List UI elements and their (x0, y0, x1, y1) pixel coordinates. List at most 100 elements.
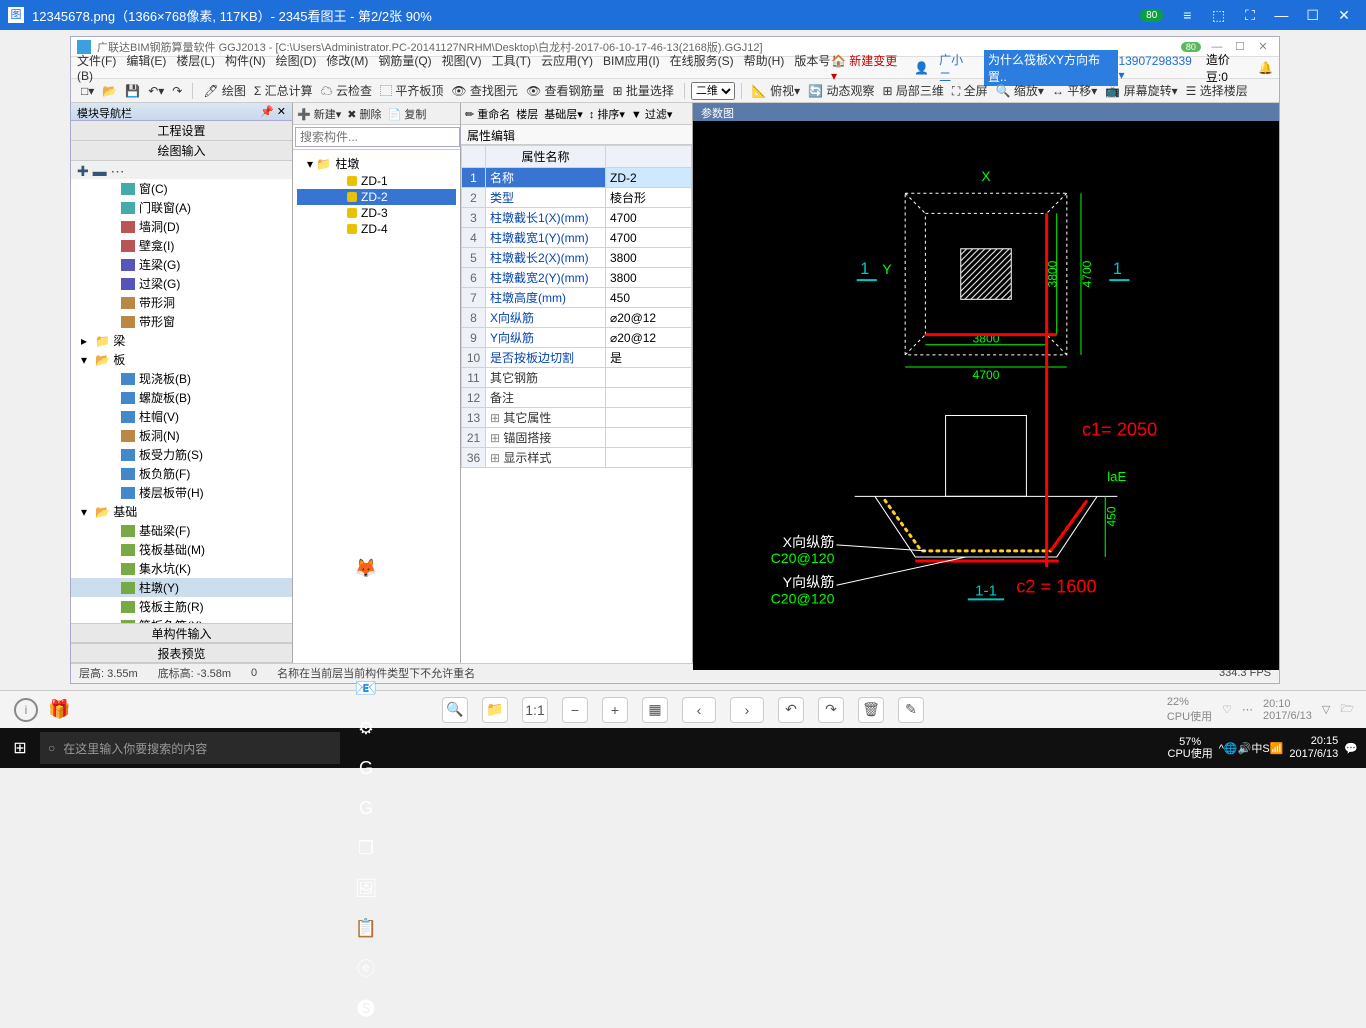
nav-mini-toolbar[interactable]: ✚ ▬ ⋯ (71, 161, 292, 179)
viewer-max-button[interactable]: ☐ (1299, 7, 1327, 24)
nav-node-16[interactable]: 楼层板带(H) (71, 483, 292, 502)
viewer-gift-icon[interactable]: 🎁 (48, 699, 70, 720)
taskbar-app-1[interactable]: ◧ (346, 508, 386, 548)
nav-node-11[interactable]: 螺旋板(B) (71, 388, 292, 407)
toolbar-right-2[interactable]: ⊞ 局部三维 (879, 81, 948, 100)
tray-icon-5[interactable]: 📶 (1270, 743, 1284, 755)
toolbar-left-3[interactable]: ↶▾ (144, 83, 168, 99)
taskbar-app-2[interactable]: 🦊 (346, 548, 386, 588)
nav-node-18[interactable]: 基础梁(F) (71, 521, 292, 540)
menu-item-2[interactable]: 楼层(L) (176, 54, 215, 68)
menu-item-4[interactable]: 绘图(D) (276, 54, 317, 68)
viewer-down-icon[interactable]: ▽ (1322, 703, 1330, 716)
toolbar-left-0[interactable]: □▾ (77, 83, 98, 99)
component-copy-button[interactable]: 📄 复制 (388, 106, 427, 122)
nav-node-14[interactable]: 板受力筋(S) (71, 445, 292, 464)
view-mode-select[interactable]: 二维 (691, 82, 735, 100)
nav-tab-single[interactable]: 单构件输入 (71, 623, 292, 643)
tray-clock[interactable]: 20:152017/6/13 (1289, 735, 1338, 761)
toolbar-left-1[interactable]: 📂 (98, 83, 121, 99)
viewer-grid-button[interactable]: ▦ (642, 697, 668, 723)
prop-sort-button[interactable]: ↕ 排序▾ (589, 106, 625, 122)
taskbar-app-8[interactable]: G (346, 788, 386, 828)
property-row-12[interactable]: 13其它属性 (462, 408, 692, 428)
tray-cpu[interactable]: 57%CPU使用 (1168, 736, 1213, 760)
menu-item-0[interactable]: 文件(F) (77, 54, 116, 68)
nav-node-10[interactable]: 现浇板(B) (71, 369, 292, 388)
menu-bell-icon[interactable]: 🔔 (1258, 61, 1273, 75)
tray-icon-3[interactable]: 中 (1251, 743, 1262, 755)
toolbar-left-4[interactable]: ↷ (168, 83, 186, 99)
viewer-search-button[interactable]: 🔍 (442, 697, 468, 723)
nav-node-19[interactable]: 筏板基础(M) (71, 540, 292, 559)
viewer-ratio-button[interactable]: 1:1 (522, 697, 548, 723)
menu-item-8[interactable]: 工具(T) (492, 54, 531, 68)
toolbar-mid-3[interactable]: ⬚ 平齐板顶 (376, 81, 447, 100)
taskbar-app-9[interactable]: ❐ (346, 828, 386, 868)
taskbar-app-10[interactable]: 🖼 (346, 868, 386, 908)
nav-node-0[interactable]: 窗(C) (71, 179, 292, 198)
viewer-delete-button[interactable]: 🗑 (858, 697, 884, 723)
nav-node-23[interactable]: 筏板负筋(X) (71, 616, 292, 623)
nav-node-21[interactable]: 柱墩(Y) (71, 578, 292, 597)
menu-phone[interactable]: 13907298339 ▾ (1118, 54, 1197, 82)
diagram-canvas[interactable]: XY380047003800470011c1= 2050c2 = 1600450… (693, 121, 1279, 670)
component-node-1[interactable]: ZD-1 (297, 173, 456, 189)
prop-filter-button[interactable]: ▼ 过滤▾ (631, 106, 672, 122)
taskbar-app-13[interactable]: 🅢 (346, 988, 386, 1028)
property-row-0[interactable]: 1名称ZD-2 (462, 168, 692, 188)
viewer-folder-button[interactable]: 📁 (482, 697, 508, 723)
prop-floor-select[interactable]: 基础层▾ (544, 106, 583, 122)
property-row-1[interactable]: 2类型棱台形 (462, 188, 692, 208)
property-row-3[interactable]: 4柱墩截宽1(Y)(mm)4700 (462, 228, 692, 248)
menu-item-11[interactable]: 在线服务(S) (670, 54, 734, 68)
toolbar-mid-6[interactable]: ⊞ 批量选择 (609, 81, 678, 100)
menu-item-5[interactable]: 修改(M) (326, 54, 368, 68)
viewer-info-icon[interactable]: i (14, 698, 38, 722)
viewer-rotate-left-button[interactable]: ↶ (778, 697, 804, 723)
component-node-4[interactable]: ZD-4 (297, 221, 456, 237)
nav-tab-report[interactable]: 报表预览 (71, 643, 292, 663)
taskbar-search[interactable]: ○ 在这里输入你要搜索的内容 (40, 732, 340, 764)
nav-node-3[interactable]: 壁龛(I) (71, 236, 292, 255)
menu-item-6[interactable]: 钢筋量(Q) (378, 54, 431, 68)
menu-user[interactable]: 广小二 (939, 51, 974, 85)
property-row-8[interactable]: 9Y向纵筋⌀20@12 (462, 328, 692, 348)
menu-item-3[interactable]: 构件(N) (225, 54, 266, 68)
property-row-14[interactable]: 36显示样式 (462, 448, 692, 468)
taskbar-app-4[interactable]: 🛍 (346, 628, 386, 668)
toolbar-mid-1[interactable]: Σ 汇总计算 (250, 81, 317, 100)
nav-pin-icon[interactable]: 📌 ✕ (260, 105, 286, 118)
nav-node-4[interactable]: 连梁(G) (71, 255, 292, 274)
toolbar-right-7[interactable]: ☰ 选择楼层 (1182, 81, 1252, 100)
menu-item-7[interactable]: 视图(V) (442, 54, 482, 68)
component-node-3[interactable]: ZD-3 (297, 205, 456, 221)
property-row-11[interactable]: 12备注 (462, 388, 692, 408)
property-row-13[interactable]: 21锚固搭接 (462, 428, 692, 448)
toolbar-mid-4[interactable]: 👁 查找图元 (447, 81, 522, 100)
viewer-more-icon[interactable]: ⋯ (1242, 703, 1253, 716)
tray-icon-4[interactable]: S (1262, 743, 1269, 755)
toolbar-mid-0[interactable]: 🖊 绘图 (199, 81, 250, 100)
toolbar-left-2[interactable]: 💾 (121, 83, 144, 99)
viewer-prev-button[interactable]: ‹ (682, 697, 716, 723)
menu-new-change[interactable]: 🏠 新建变更 ▾ (831, 52, 904, 83)
component-node-2[interactable]: ZD-2 (297, 189, 456, 205)
prop-rename-button[interactable]: ✏ 重命名 (465, 106, 510, 122)
toolbar-right-5[interactable]: ↔ 平移▾ (1048, 81, 1101, 100)
property-row-10[interactable]: 11其它钢筋 (462, 368, 692, 388)
viewer-restore-button[interactable]: ⬚ (1205, 7, 1233, 24)
component-search-input[interactable] (295, 127, 460, 147)
nav-node-9[interactable]: ▾📂 板 (71, 350, 292, 369)
property-row-7[interactable]: 8X向纵筋⌀20@12 (462, 308, 692, 328)
viewer-zoomin-button[interactable]: + (602, 697, 628, 723)
menu-item-12[interactable]: 帮助(H) (744, 54, 785, 68)
toolbar-mid-2[interactable]: ☁ 云检查 (317, 81, 376, 100)
nav-node-15[interactable]: 板负筋(F) (71, 464, 292, 483)
nav-node-20[interactable]: 集水坑(K) (71, 559, 292, 578)
nav-node-7[interactable]: 带形窗 (71, 312, 292, 331)
taskbar-app-12[interactable]: ⓔ (346, 948, 386, 988)
viewer-min-button[interactable]: — (1267, 7, 1295, 23)
component-new-button[interactable]: ➕ 新建▾ (297, 106, 341, 122)
viewer-next-button[interactable]: › (730, 697, 764, 723)
